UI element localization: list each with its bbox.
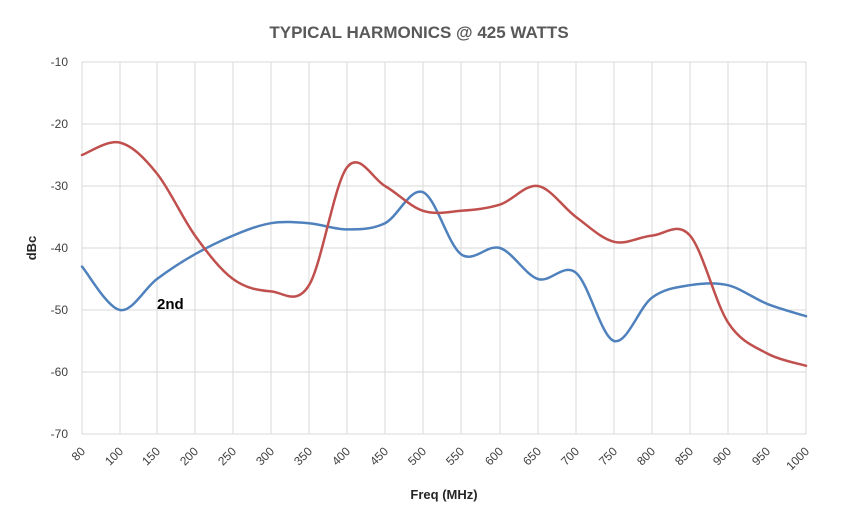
series-line-blue [80, 190, 808, 343]
chart-title: TYPICAL HARMONICS @ 425 WATTS [269, 23, 568, 42]
y-tick-label: -60 [51, 365, 69, 379]
y-tick-label: -70 [51, 427, 69, 441]
x-axis-title: Freq (MHz) [410, 487, 477, 502]
y-axis-title: dBc [24, 236, 39, 261]
y-tick-label: -10 [51, 55, 69, 69]
series-lines [80, 140, 808, 368]
y-tick-label: -30 [51, 179, 69, 193]
series-annotation-2nd: 2nd [157, 296, 184, 313]
series-line-red [80, 140, 808, 368]
y-tick-label: -20 [51, 117, 69, 131]
y-tick-labels: -10 -20 -30 -40 -50 -60 -70 [51, 55, 69, 441]
y-tick-label: -50 [51, 303, 69, 317]
y-tick-label: -40 [51, 241, 69, 255]
grid [81, 61, 807, 435]
